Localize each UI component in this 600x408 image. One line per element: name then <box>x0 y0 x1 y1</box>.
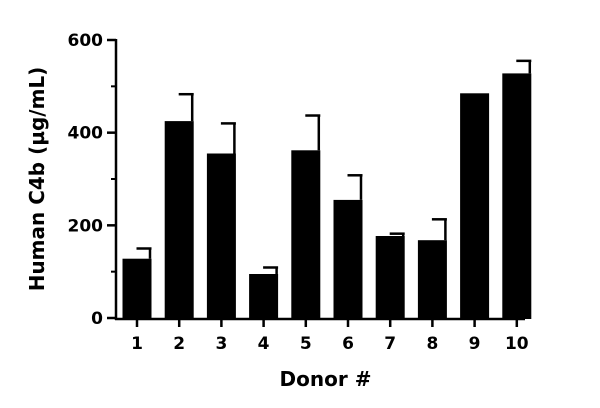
x-axis-title: Donor # <box>280 367 372 391</box>
error-bar-donor-1 <box>137 249 152 259</box>
x-tick-label-2: 2 <box>173 334 185 354</box>
bar-donor-1 <box>123 259 152 319</box>
y-tick-label-600: 600 <box>68 31 104 51</box>
error-bar-donor-2 <box>179 94 194 121</box>
bar-donor-4 <box>249 274 278 319</box>
x-tick-label-9: 9 <box>469 334 481 354</box>
bar-donor-5 <box>291 150 320 319</box>
error-bar-donor-3 <box>221 123 236 153</box>
x-tick-label-8: 8 <box>426 334 438 354</box>
error-bar-donor-10 <box>516 61 531 74</box>
bar-donor-2 <box>165 121 194 319</box>
x-tick-label-5: 5 <box>300 334 312 354</box>
error-bar-donor-4 <box>263 267 278 273</box>
error-bar-donor-5 <box>305 116 320 151</box>
y-tick-label-0: 0 <box>91 309 103 329</box>
x-tick-label-3: 3 <box>215 334 227 354</box>
error-bar-donor-8 <box>432 219 447 240</box>
x-tick-label-7: 7 <box>384 334 396 354</box>
bar-donor-3 <box>207 154 236 320</box>
bar-donor-9 <box>460 93 489 319</box>
y-tick-label-200: 200 <box>68 216 104 236</box>
y-tick-label-400: 400 <box>68 124 104 144</box>
error-bar-donor-7 <box>390 234 405 236</box>
x-tick-label-10: 10 <box>505 334 529 354</box>
bar-donor-6 <box>334 200 363 319</box>
bar-donor-7 <box>376 236 405 319</box>
bar-donor-8 <box>418 240 447 319</box>
x-tick-label-4: 4 <box>258 334 270 354</box>
bar-donor-10 <box>502 73 531 319</box>
error-bar-donor-6 <box>348 175 363 200</box>
y-axis-title: Human C4b (µg/mL) <box>25 67 49 292</box>
bars <box>123 73 532 319</box>
x-tick-label-1: 1 <box>131 334 143 354</box>
x-tick-label-6: 6 <box>342 334 354 354</box>
